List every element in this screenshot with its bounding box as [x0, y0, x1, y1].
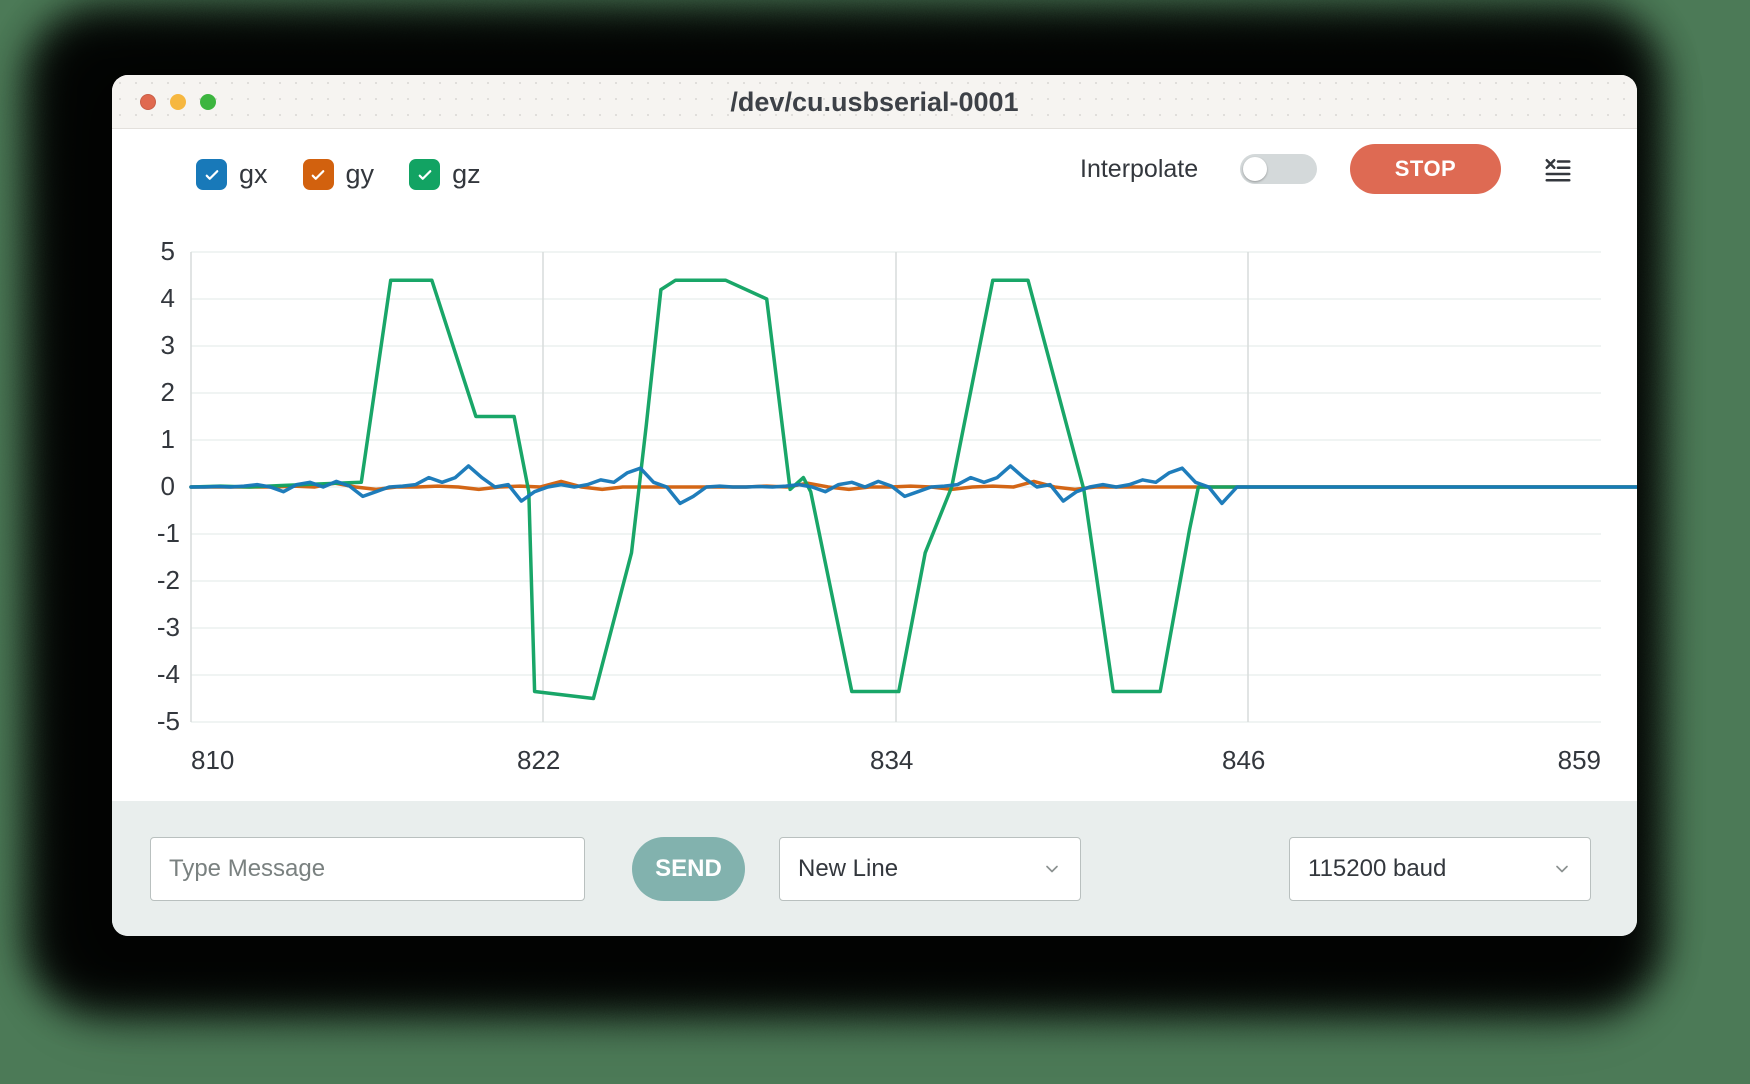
svg-text:822: 822 [517, 745, 560, 775]
svg-text:-1: -1 [157, 518, 180, 548]
svg-text:-4: -4 [157, 659, 180, 689]
svg-text:2: 2 [161, 377, 175, 407]
svg-text:-2: -2 [157, 565, 180, 595]
svg-text:859: 859 [1558, 745, 1601, 775]
svg-text:0: 0 [161, 471, 175, 501]
svg-text:-5: -5 [157, 706, 180, 736]
svg-text:1: 1 [161, 424, 175, 454]
svg-text:810: 810 [191, 745, 234, 775]
svg-text:4: 4 [161, 283, 175, 313]
svg-text:3: 3 [161, 330, 175, 360]
svg-text:-3: -3 [157, 612, 180, 642]
svg-text:5: 5 [161, 236, 175, 266]
svg-text:846: 846 [1222, 745, 1265, 775]
svg-text:834: 834 [870, 745, 913, 775]
